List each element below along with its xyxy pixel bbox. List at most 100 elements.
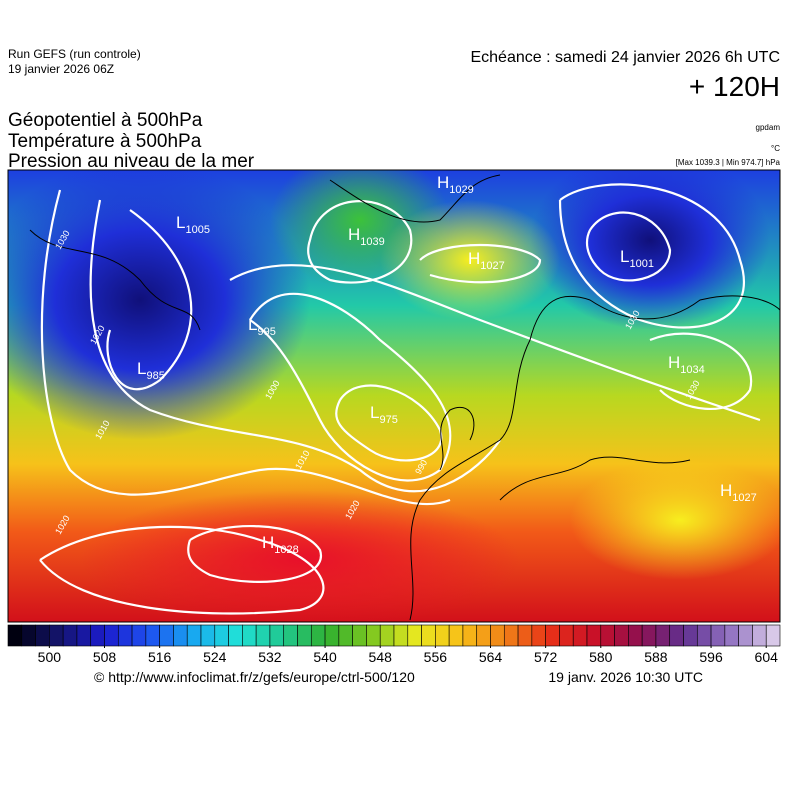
title-temperature: Température à 500hPa: [8, 131, 202, 152]
title-geopotential: Géopotentiel à 500hPa: [8, 110, 203, 131]
colorbar-swatch: [738, 624, 753, 647]
echeance: Echéance : samedi 24 janvier 2026 6h UTC: [470, 49, 780, 66]
center-letter: L: [137, 359, 146, 378]
colorbar-swatch: [752, 624, 767, 647]
colorbar-swatch: [600, 624, 615, 647]
colorbar-swatch: [269, 624, 285, 647]
center-value: 975: [379, 414, 397, 426]
pressure-center: L975: [370, 403, 398, 426]
unit-temperature: °C: [771, 144, 780, 153]
colorbar-tick-label: 572: [534, 649, 558, 665]
colorbar-swatch: [517, 624, 533, 647]
map-frame: [7, 169, 781, 623]
colorbar-swatch: [200, 624, 216, 647]
colorbar-swatch: [586, 624, 602, 647]
pressure-center: L995: [248, 315, 276, 338]
colorbar-swatch: [49, 624, 64, 647]
footer-date: 19 janv. 2026 10:30 UTC: [548, 669, 703, 685]
colorbar-swatch: [324, 624, 340, 647]
colorbar-swatch: [655, 624, 671, 647]
colorbar-swatch: [614, 624, 629, 647]
colorbar-swatch: [435, 624, 450, 647]
colorbar-swatch: [462, 624, 478, 647]
colorbar-tick-label: 500: [38, 649, 62, 665]
colorbar-swatch: [104, 624, 119, 647]
colorbar-swatch: [76, 624, 92, 647]
colorbar-swatch: [559, 624, 574, 647]
coastlines: [29, 174, 780, 621]
lead-time: + 120H: [689, 71, 780, 102]
colorbar-tick-label: 540: [313, 649, 337, 665]
colorbar-swatch: [545, 624, 560, 647]
colorbar-swatch: [641, 624, 657, 647]
colorbar-swatch: [628, 624, 643, 647]
pressure-center: H1029: [437, 173, 474, 196]
colorbar-swatch: [21, 624, 36, 647]
pressure-center: H1039: [348, 225, 385, 248]
center-letter: H: [668, 353, 680, 372]
pressure-center: H1034: [668, 353, 705, 376]
pressure-center: H1027: [720, 481, 757, 504]
colorbar-swatch: [310, 624, 326, 647]
unit-geopotential: gpdam: [756, 123, 781, 132]
run-label: Run GEFS (run controle): [8, 47, 141, 61]
colorbar-swatch: [490, 624, 505, 647]
colorbar-swatch: [117, 624, 133, 647]
colorbar-swatch: [669, 624, 684, 647]
colorbar-tick-label: 564: [479, 649, 503, 665]
colorbar-swatch: [379, 624, 395, 647]
pressure-center: L1005: [176, 213, 210, 236]
pressure-center: H1028: [262, 533, 299, 556]
center-value: 985: [146, 370, 164, 382]
ridge: [380, 200, 560, 320]
colorbar-swatch: [503, 624, 519, 647]
center-letter: H: [348, 225, 360, 244]
center-letter: H: [720, 481, 732, 500]
colorbar-tick-label: 508: [93, 649, 117, 665]
colorbar-swatch: [214, 624, 229, 647]
colorbar-swatch: [448, 624, 464, 647]
colorbar-tick-label: 516: [148, 649, 172, 665]
colorbar-swatch: [173, 624, 188, 647]
colorbar-swatch: [724, 624, 739, 647]
colorbar-swatch: [35, 624, 50, 647]
center-letter: H: [262, 533, 274, 552]
colorbar-swatch: [283, 624, 298, 647]
center-value: 1027: [732, 492, 756, 504]
center-letter: L: [176, 213, 185, 232]
center-value: 1039: [360, 236, 384, 248]
colorbar-swatch: [710, 624, 726, 647]
pressure-range: [Max 1039.3 | Min 974.7] hPa: [676, 158, 781, 167]
colorbar-tick-label: 524: [203, 649, 227, 665]
colorbar-swatch: [393, 624, 409, 647]
footer-url: © http://www.infoclimat.fr/z/gefs/europe…: [94, 669, 415, 685]
colorbar-tick-label: 588: [644, 649, 668, 665]
colorbar-tick-label: 580: [589, 649, 613, 665]
run-date: 19 janvier 2026 06Z: [8, 62, 114, 76]
center-letter: L: [620, 247, 629, 266]
pressure-center: H1027: [468, 249, 505, 272]
center-value: 1027: [480, 260, 504, 272]
colorbar-swatch: [352, 624, 367, 647]
center-value: 1005: [185, 224, 209, 236]
colorbar-swatch: [7, 624, 23, 647]
center-value: 1034: [680, 364, 704, 376]
map: H1029H1039H1027L1005L1001L995L985L975H10…: [8, 170, 780, 622]
colorbar-swatch: [338, 624, 353, 647]
colorbar: 500 508 516 524 532 540 548 556 564 572 580 588 596 6…: [7, 624, 781, 665]
colorbar-tick-label: 548: [369, 649, 393, 665]
center-value: 1029: [449, 184, 473, 196]
colorbar-swatch: [62, 624, 78, 647]
colorbar-tick-label: 596: [699, 649, 723, 665]
pressure-centers: H1029H1039H1027L1005L1001L995L985L975H10…: [137, 173, 757, 556]
colorbar-tick-label: 532: [258, 649, 282, 665]
colorbar-swatch: [186, 624, 202, 647]
isobars: [39, 183, 761, 615]
colorbar-swatch: [242, 624, 257, 647]
colorbar-swatch: [90, 624, 105, 647]
cold-pool: [530, 170, 770, 330]
colorbar-swatch: [572, 624, 588, 647]
center-value: 995: [257, 326, 275, 338]
colorbar-swatch: [131, 624, 147, 647]
